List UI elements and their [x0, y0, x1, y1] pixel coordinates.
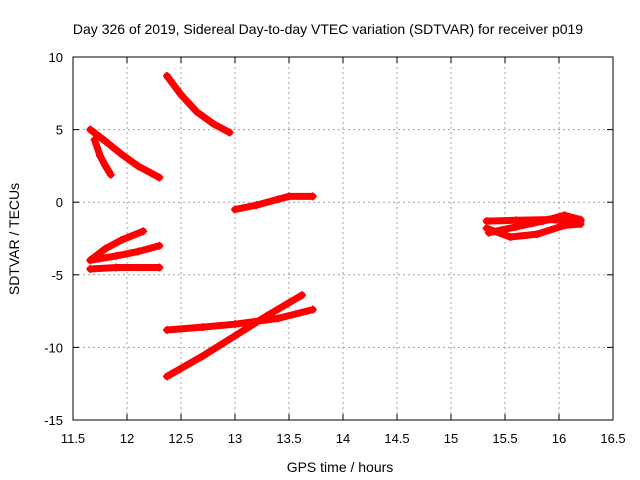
y-tick-label: 10	[49, 50, 63, 65]
data-series	[86, 71, 585, 381]
data-point	[533, 230, 542, 239]
y-tick-label: -10	[44, 340, 63, 355]
data-point	[285, 192, 293, 201]
data-point	[101, 137, 110, 146]
data-point	[538, 217, 547, 226]
data-point	[86, 264, 95, 273]
x-tick-label: 12	[120, 431, 134, 446]
series-arc-6	[162, 71, 234, 137]
y-tick-label: -15	[44, 413, 63, 428]
series-line	[231, 192, 317, 213]
data-point	[112, 251, 121, 260]
series-arc-11	[482, 219, 585, 242]
data-point	[252, 201, 261, 210]
series-line	[86, 242, 163, 264]
data-point	[86, 256, 95, 265]
data-point	[133, 247, 142, 256]
data-point	[90, 135, 99, 144]
data-point	[308, 305, 317, 314]
data-point	[101, 161, 110, 170]
series-line	[86, 264, 163, 273]
data-point	[155, 173, 164, 182]
x-tick-label: 12.5	[168, 431, 193, 446]
data-point	[133, 161, 142, 170]
x-tick-label: 15	[444, 431, 458, 446]
y-axis-label: SDTVAR / TECUs	[6, 183, 22, 295]
data-point	[193, 108, 202, 117]
x-tick-label: 15.5	[492, 431, 517, 446]
x-tick-label: 13	[228, 431, 242, 446]
series-arc-8	[162, 305, 317, 334]
data-point	[86, 125, 95, 134]
x-tick-label: 16.5	[600, 431, 625, 446]
data-point	[198, 352, 207, 361]
data-point	[162, 71, 171, 80]
data-point	[560, 211, 569, 220]
series-line	[86, 227, 147, 264]
data-point	[274, 195, 283, 204]
data-point	[139, 227, 148, 236]
series-arc-4	[86, 241, 164, 265]
data-point	[231, 320, 239, 329]
data-point	[117, 235, 126, 244]
data-point	[506, 233, 515, 242]
data-point	[112, 263, 121, 272]
data-point	[209, 119, 218, 128]
data-point	[263, 311, 272, 320]
data-point	[162, 325, 171, 334]
series-line	[163, 306, 317, 334]
x-tick-label: 16	[552, 431, 566, 446]
data-point	[96, 151, 104, 160]
data-point	[231, 331, 239, 340]
data-point	[576, 215, 585, 224]
data-point	[297, 291, 306, 300]
ticks: 11.5 12 12.5 13 13.5 14 14.5 15 15.5 16 16.5 10 5 0 -5…	[44, 50, 625, 446]
data-point	[155, 241, 164, 250]
x-tick-label: 13.5	[276, 431, 301, 446]
series-arc-2	[90, 135, 115, 179]
x-tick-label: 14.5	[384, 431, 409, 446]
series-line	[91, 136, 115, 179]
series-arc-12	[484, 211, 585, 237]
x-tick-label: 14	[336, 431, 350, 446]
data-point	[560, 221, 569, 230]
y-tick-label: -5	[51, 268, 63, 283]
data-point	[198, 323, 207, 332]
data-point	[106, 170, 115, 179]
data-point	[177, 90, 185, 99]
data-point	[155, 263, 164, 272]
x-tick-label: 11.5	[61, 431, 85, 446]
series-arc-7	[231, 192, 317, 214]
x-axis-label: GPS time / hours	[287, 459, 394, 475]
series-line	[163, 72, 234, 136]
series-arc-9	[162, 291, 306, 381]
data-point	[308, 192, 317, 201]
y-tick-label: 0	[56, 195, 63, 210]
data-point	[274, 314, 283, 323]
data-point	[511, 222, 520, 231]
data-point	[162, 372, 171, 381]
data-point	[484, 228, 493, 237]
data-point	[231, 205, 239, 214]
grid	[73, 57, 613, 420]
series-arc-1	[86, 125, 164, 182]
data-point	[482, 217, 491, 226]
data-point	[225, 128, 234, 137]
data-point	[117, 150, 126, 159]
chart-title: Day 326 of 2019, Sidereal Day-to-day VTE…	[73, 21, 583, 37]
data-point	[101, 244, 110, 253]
y-tick-label: 5	[56, 123, 63, 138]
series-arc-5	[86, 263, 164, 273]
